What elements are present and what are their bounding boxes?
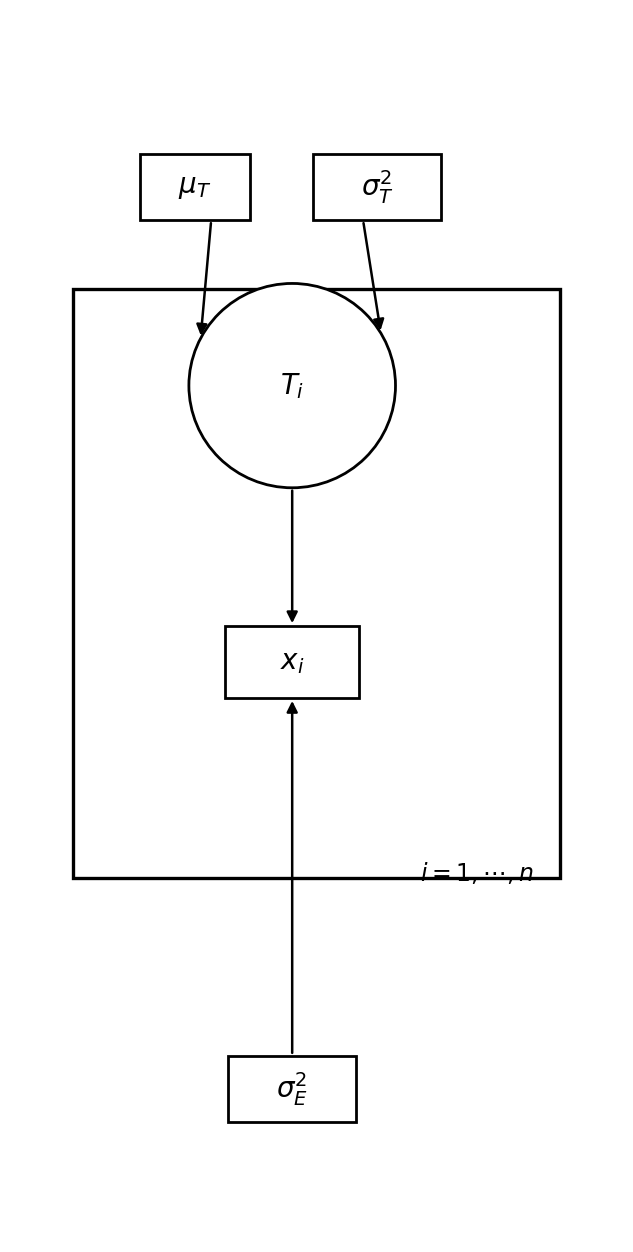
Ellipse shape (189, 283, 396, 488)
Bar (73, 289, 560, 879)
Text: $\sigma_T^2$: $\sigma_T^2$ (361, 168, 394, 207)
Bar (313, 154, 441, 220)
Text: $T_i$: $T_i$ (280, 371, 304, 401)
Text: $\mu_T$: $\mu_T$ (179, 174, 211, 200)
Text: $i = 1, \cdots, n$: $i = 1, \cdots, n$ (420, 860, 534, 886)
Text: $\sigma_E^2$: $\sigma_E^2$ (276, 1069, 308, 1108)
Text: $x_i$: $x_i$ (280, 649, 304, 676)
Bar (141, 154, 249, 220)
Bar (225, 626, 359, 699)
Bar (229, 1055, 356, 1122)
